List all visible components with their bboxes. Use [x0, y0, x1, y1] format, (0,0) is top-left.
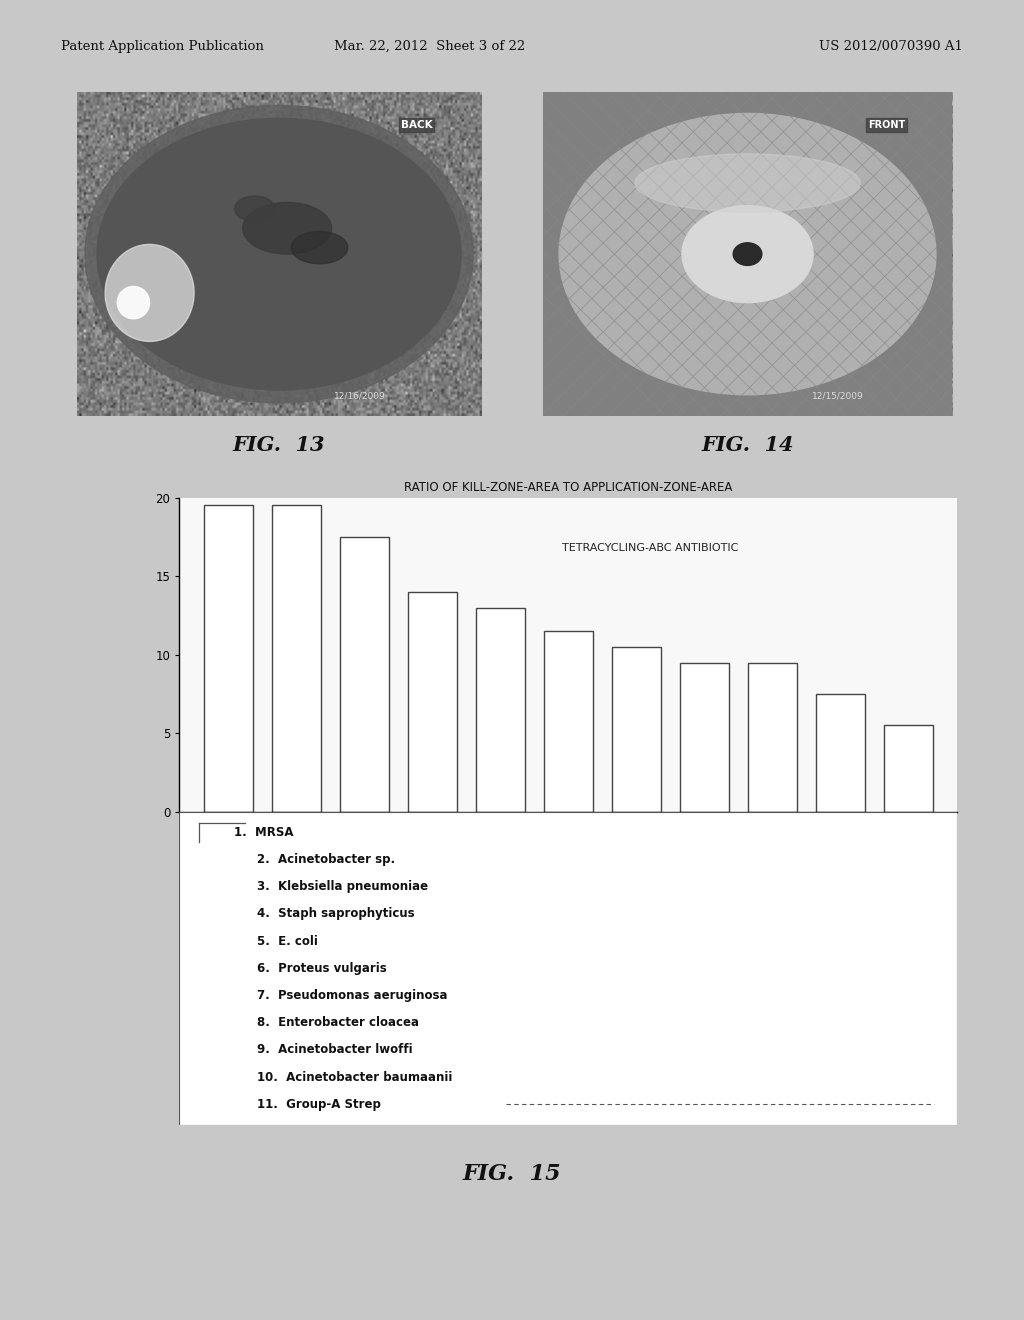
- Text: 12/16/2009: 12/16/2009: [334, 392, 386, 401]
- Text: Mar. 22, 2012  Sheet 3 of 22: Mar. 22, 2012 Sheet 3 of 22: [335, 40, 525, 53]
- Text: Patent Application Publication: Patent Application Publication: [61, 40, 264, 53]
- Text: 10.  Acinetobacter baumaanii: 10. Acinetobacter baumaanii: [257, 1071, 453, 1084]
- Ellipse shape: [117, 286, 150, 318]
- Ellipse shape: [243, 202, 332, 253]
- Title: RATIO OF KILL-ZONE-AREA TO APPLICATION-ZONE-AREA: RATIO OF KILL-ZONE-AREA TO APPLICATION-Z…: [404, 480, 732, 494]
- Ellipse shape: [234, 195, 275, 222]
- Text: 6.  Proteus vulgaris: 6. Proteus vulgaris: [257, 962, 387, 974]
- Bar: [476, 607, 524, 812]
- Text: FIG.  15: FIG. 15: [463, 1163, 561, 1185]
- Text: 12/15/2009: 12/15/2009: [812, 392, 863, 401]
- Ellipse shape: [559, 114, 936, 395]
- Bar: [884, 726, 933, 812]
- Text: 2.  Acinetobacter sp.: 2. Acinetobacter sp.: [257, 853, 395, 866]
- Bar: [340, 537, 389, 812]
- Ellipse shape: [635, 154, 860, 213]
- Ellipse shape: [97, 119, 461, 389]
- Text: 7.  Pseudomonas aeruginosa: 7. Pseudomonas aeruginosa: [257, 989, 447, 1002]
- Text: 11.  Group-A Strep: 11. Group-A Strep: [257, 1098, 381, 1111]
- Text: 9.  Acinetobacter lwoffi: 9. Acinetobacter lwoffi: [257, 1043, 413, 1056]
- Text: BACK: BACK: [400, 120, 432, 129]
- Text: TETRACYCLING-ABC ANTIBIOTIC: TETRACYCLING-ABC ANTIBIOTIC: [562, 543, 738, 553]
- Text: FIG.  13: FIG. 13: [232, 434, 325, 455]
- Text: 1.  MRSA: 1. MRSA: [233, 825, 293, 838]
- Text: US 2012/0070390 A1: US 2012/0070390 A1: [818, 40, 963, 53]
- Bar: [204, 506, 253, 812]
- Bar: [544, 631, 593, 812]
- Bar: [680, 663, 729, 812]
- Bar: [612, 647, 660, 812]
- Text: 8.  Enterobacter cloacea: 8. Enterobacter cloacea: [257, 1016, 419, 1030]
- Text: FRONT: FRONT: [868, 120, 905, 129]
- Ellipse shape: [733, 243, 762, 265]
- Bar: [408, 591, 457, 812]
- Text: 3.  Klebsiella pneumoniae: 3. Klebsiella pneumoniae: [257, 880, 428, 894]
- Ellipse shape: [682, 206, 813, 302]
- Bar: [748, 663, 797, 812]
- Ellipse shape: [105, 244, 195, 342]
- Text: FIG.  14: FIG. 14: [701, 434, 794, 455]
- Text: 5.  E. coli: 5. E. coli: [257, 935, 317, 948]
- Text: 4.  Staph saprophyticus: 4. Staph saprophyticus: [257, 907, 415, 920]
- Bar: [816, 694, 865, 812]
- Ellipse shape: [291, 231, 348, 264]
- Ellipse shape: [85, 106, 473, 403]
- Bar: [271, 506, 321, 812]
